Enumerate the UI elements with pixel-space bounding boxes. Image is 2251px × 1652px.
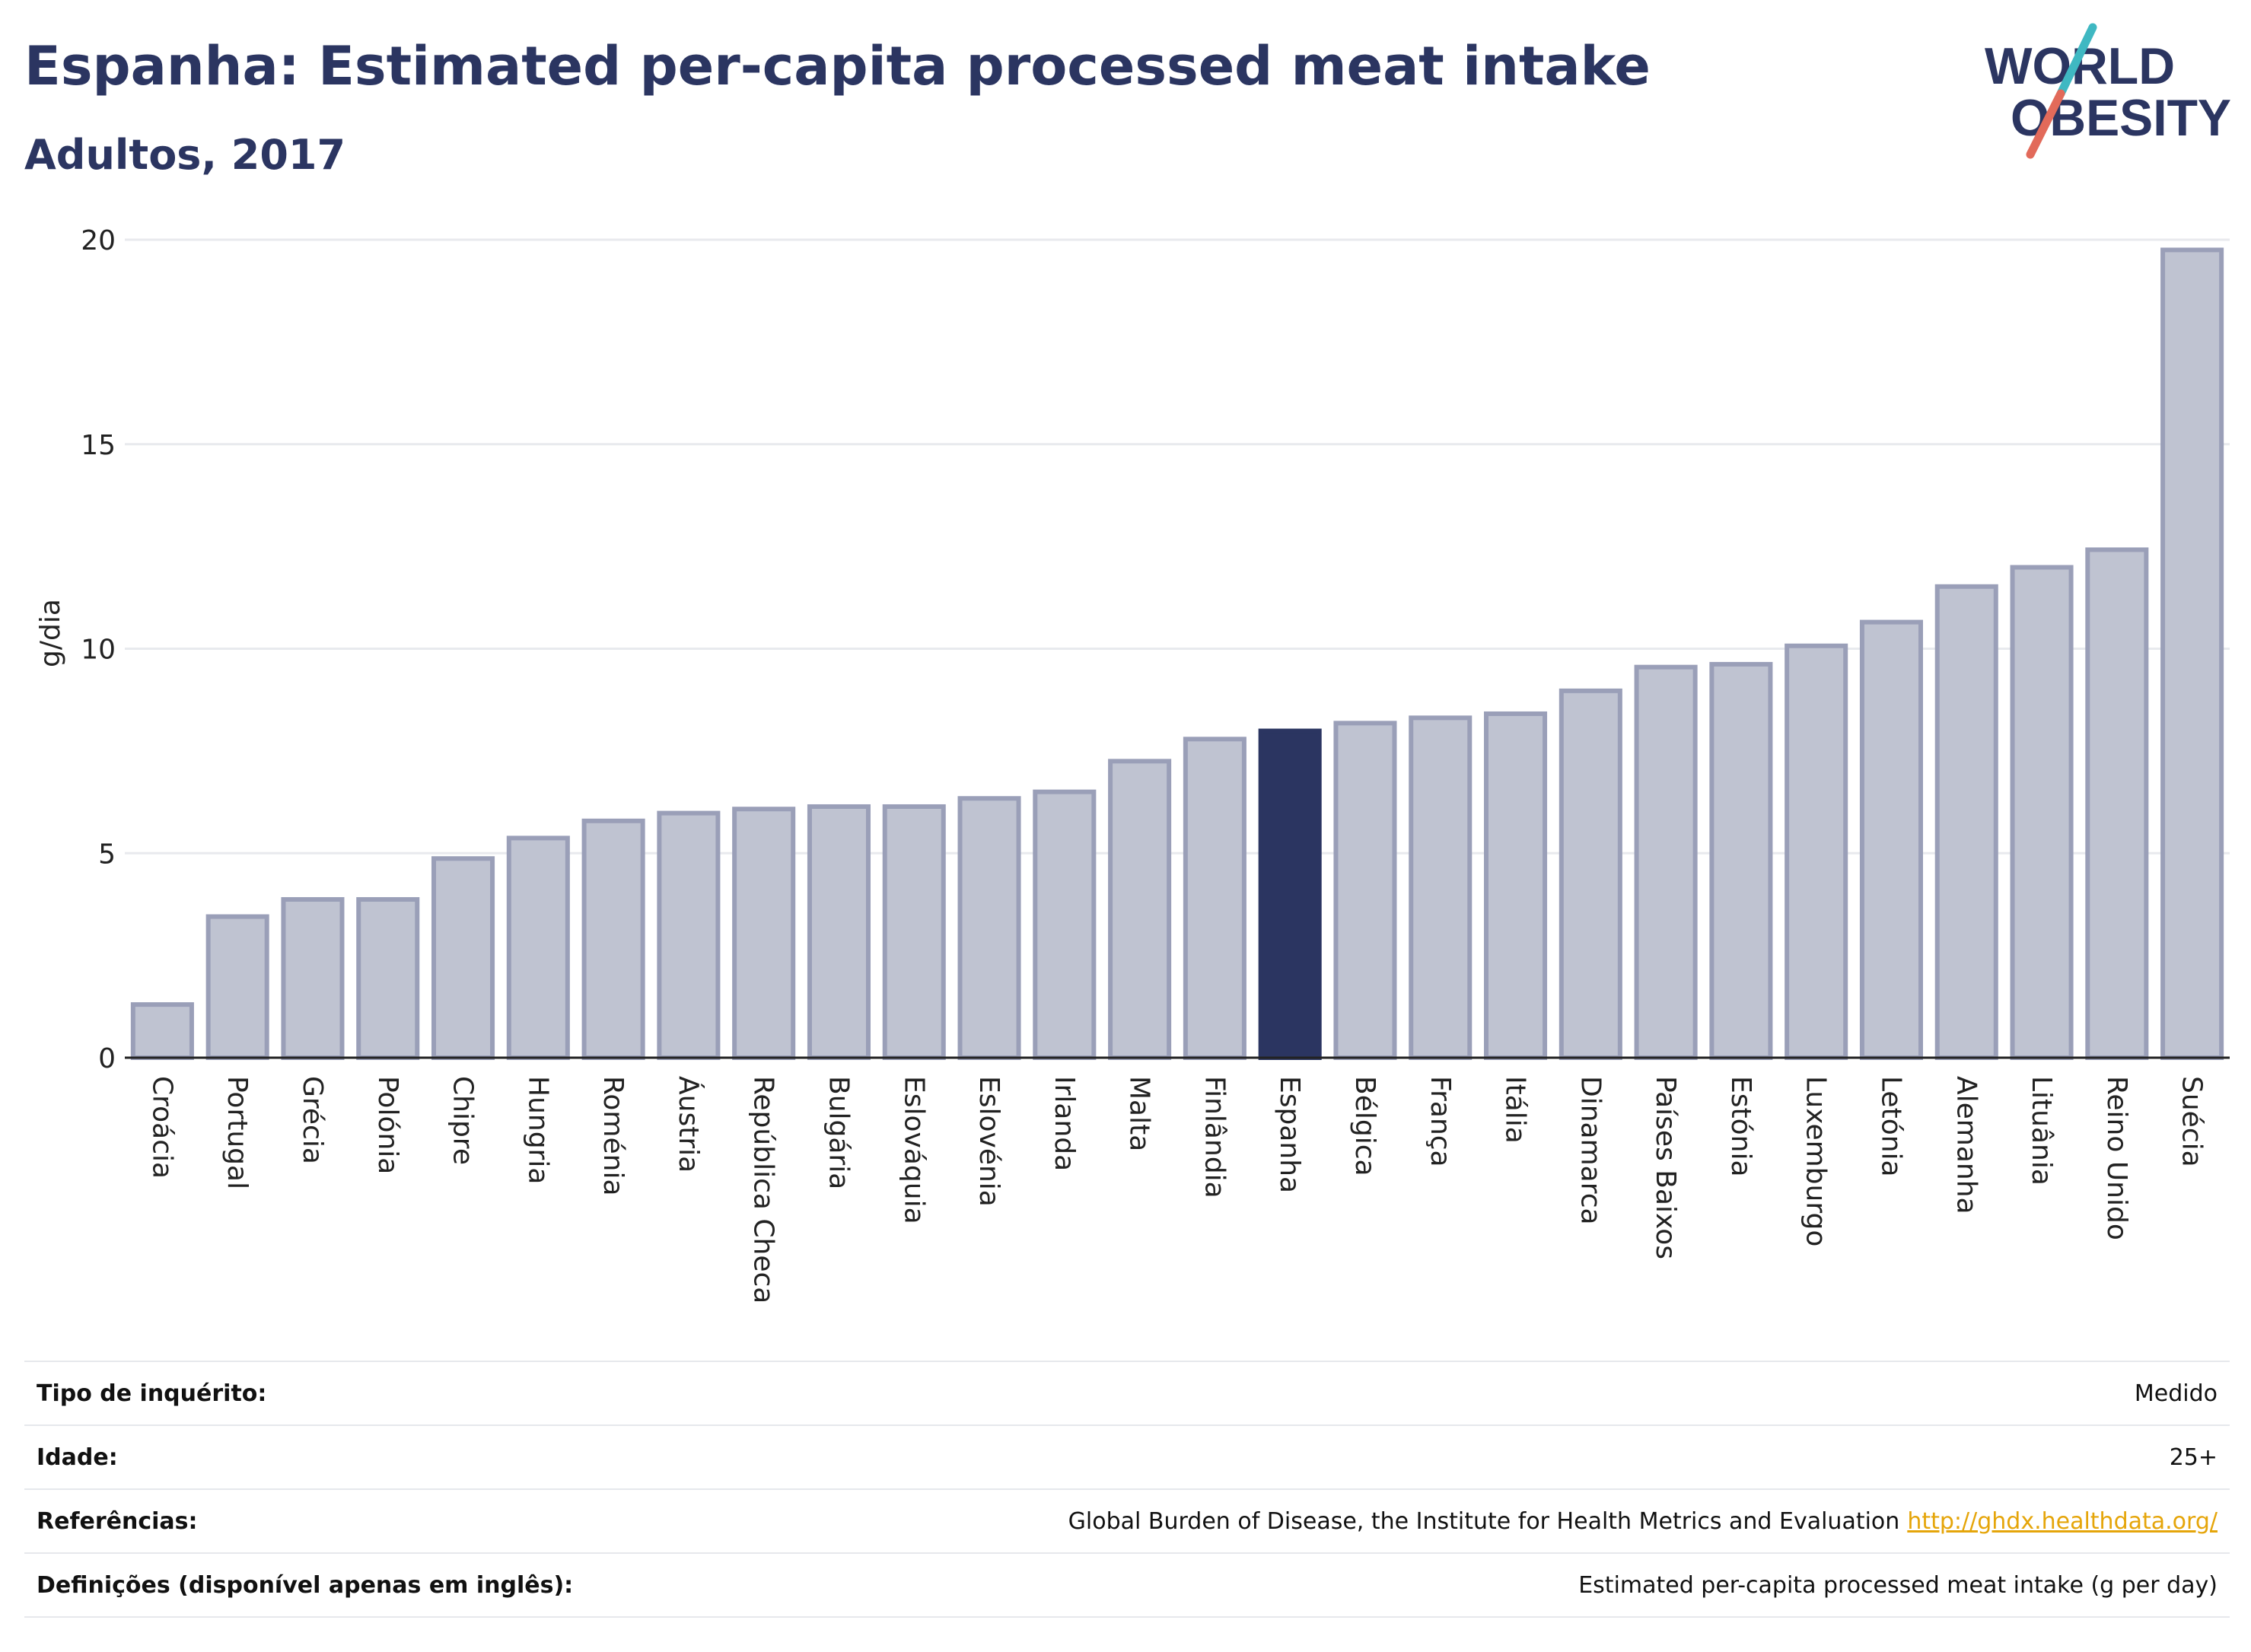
info-value: Medido — [2134, 1380, 2218, 1407]
x-tick-label: Eslovénia — [973, 1076, 1005, 1207]
y-tick-label: 5 — [98, 839, 116, 870]
y-tick-label: 0 — [98, 1043, 116, 1074]
x-tick-label: Hungria — [522, 1076, 553, 1184]
x-tick-label: Alemanha — [1950, 1076, 1982, 1214]
info-value: Estimated per-capita processed meat inta… — [1578, 1571, 2218, 1599]
bar-luxemburgo — [1785, 643, 1848, 1060]
x-tick-label: Lituânia — [2026, 1076, 2057, 1186]
bar-eslovénia — [957, 796, 1021, 1060]
info-label: Referências: — [37, 1507, 198, 1535]
x-tick-label: Bélgica — [1349, 1076, 1380, 1176]
y-tick-label: 15 — [81, 430, 116, 461]
info-row-survey-type: Tipo de inquérito: Medido — [24, 1361, 2230, 1424]
bar-roménia — [581, 818, 645, 1060]
info-row-references: Referências: Global Burden of Disease, t… — [24, 1488, 2230, 1552]
x-tick-label: Dinamarca — [1574, 1076, 1606, 1225]
bar-alemanha — [1934, 584, 1998, 1060]
bar-croácia — [130, 1002, 194, 1060]
x-tick-label: Chipre — [447, 1076, 479, 1165]
info-label: Definições (disponível apenas em inglês)… — [37, 1571, 574, 1599]
bar-malta — [1108, 759, 1172, 1060]
bar-polónia — [356, 896, 420, 1061]
chart-subtitle: Adultos, 2017 — [24, 131, 346, 179]
x-tick-label: Croácia — [146, 1076, 177, 1179]
bar-estónia — [1709, 661, 1773, 1060]
bar-países-baixos — [1634, 664, 1698, 1060]
bar-espanha — [1258, 728, 1322, 1060]
y-axis-ticks: 0 5 10 15 20 — [81, 225, 116, 1074]
bar-bélgica — [1333, 721, 1397, 1060]
x-tick-label: República Checa — [748, 1076, 779, 1303]
bar-frança — [1409, 715, 1473, 1061]
info-table: Tipo de inquérito: Medido Idade: 25+ Ref… — [24, 1361, 2230, 1618]
x-tick-label: Estónia — [1725, 1076, 1756, 1177]
bar-chipre — [431, 856, 495, 1061]
world-obesity-logo: WORLD OBESITY — [1979, 21, 2237, 162]
x-tick-label: Letónia — [1875, 1076, 1906, 1177]
x-tick-label: França — [1425, 1076, 1456, 1167]
x-tick-label: Polónia — [372, 1076, 403, 1174]
bar-suécia — [2160, 247, 2224, 1060]
y-tick-label: 20 — [81, 225, 116, 256]
bar-chart: 0 5 10 15 20 g/dia Croácia Portugal Grécia Poló… — [35, 225, 2230, 1303]
bar-finlândia — [1183, 737, 1246, 1060]
x-tick-label: Espanha — [1274, 1076, 1305, 1193]
info-row-age: Idade: 25+ — [24, 1424, 2230, 1488]
bar-grécia — [281, 896, 345, 1061]
x-axis-labels: Croácia Portugal Grécia Polónia Chipre Hungri… — [146, 1076, 2207, 1303]
x-tick-label: Países Baixos — [1650, 1076, 1681, 1259]
x-tick-label: Irlanda — [1049, 1076, 1080, 1171]
x-tick-label: Suécia — [2176, 1076, 2208, 1167]
x-tick-label: Malta — [1124, 1076, 1155, 1151]
bars — [130, 247, 2224, 1061]
bar-hungria — [506, 836, 570, 1061]
x-tick-label: Finlândia — [1199, 1076, 1230, 1198]
info-row-definitions: Definições (disponível apenas em inglês)… — [24, 1552, 2230, 1618]
bar-república-checa — [732, 807, 796, 1060]
x-tick-label: Bulgária — [823, 1076, 854, 1189]
bar-eslováquia — [882, 804, 946, 1060]
x-tick-label: Grécia — [297, 1076, 328, 1164]
info-label: Tipo de inquérito: — [37, 1380, 267, 1407]
bar-reino-unido — [2085, 547, 2149, 1060]
x-tick-label: Luxemburgo — [1800, 1076, 1832, 1246]
info-value: 25+ — [2169, 1444, 2218, 1471]
x-tick-label: Eslováquia — [898, 1076, 929, 1224]
x-tick-label: Áustria — [673, 1076, 705, 1173]
bar-itália — [1484, 711, 1548, 1061]
bar-dinamarca — [1559, 688, 1622, 1060]
y-axis-label: g/dia — [35, 599, 66, 667]
info-label: Idade: — [37, 1444, 118, 1471]
reference-link[interactable]: http://ghdx.healthdata.org/ — [1907, 1507, 2218, 1535]
logo-slash-red — [2026, 89, 2065, 159]
chart-title: Espanha: Estimated per-capita processed … — [24, 35, 1651, 97]
y-tick-label: 10 — [81, 635, 116, 666]
x-tick-label: Roménia — [597, 1076, 629, 1196]
logo-slash-teal — [2056, 23, 2097, 98]
bar-áustria — [657, 810, 721, 1060]
bar-letónia — [1859, 619, 1923, 1060]
info-value: Global Burden of Disease, the Institute … — [1068, 1508, 2230, 1535]
bar-lituânia — [2010, 565, 2074, 1060]
x-tick-label: Reino Unido — [2101, 1076, 2132, 1240]
x-tick-label: Portugal — [221, 1076, 253, 1189]
bar-irlanda — [1033, 789, 1097, 1060]
reference-text: Global Burden of Disease, the Institute … — [1068, 1507, 1900, 1535]
bar-bulgária — [807, 804, 871, 1060]
x-tick-label: Itália — [1500, 1076, 1531, 1144]
bar-portugal — [205, 914, 269, 1060]
